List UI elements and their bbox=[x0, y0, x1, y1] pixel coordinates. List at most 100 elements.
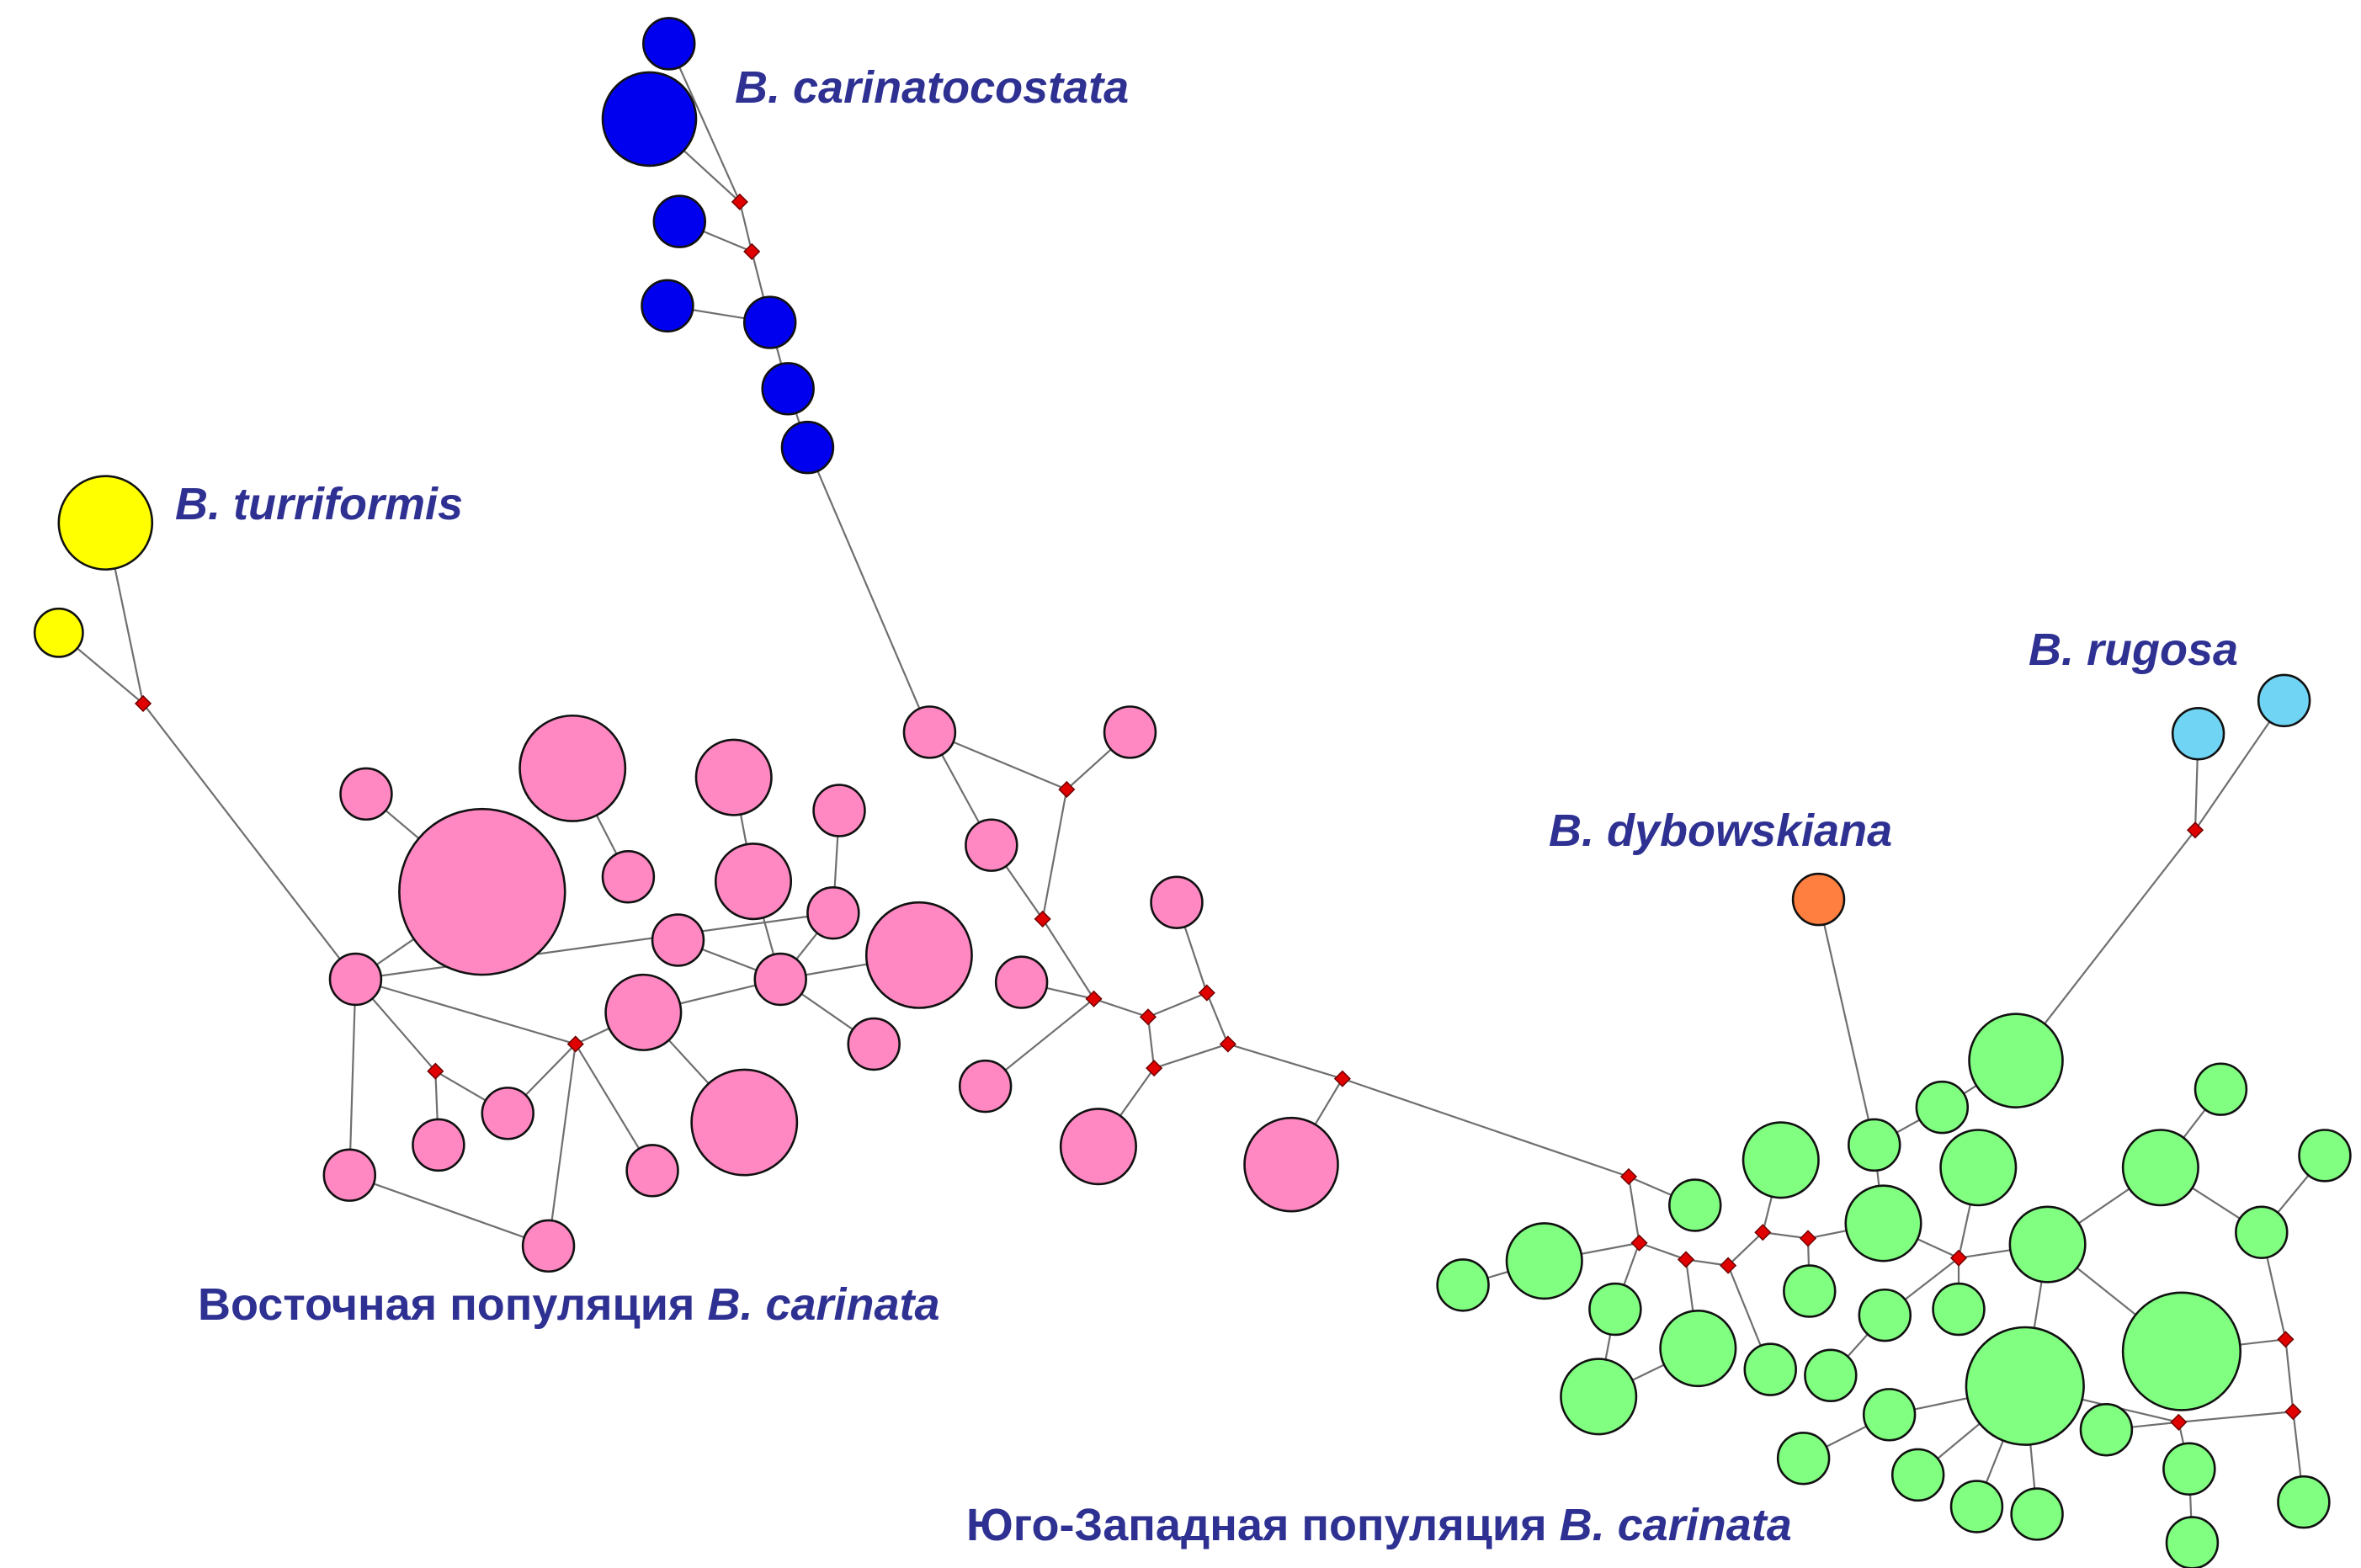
median-vector-node bbox=[1085, 990, 1103, 1007]
haplotype-node-eastern bbox=[481, 1087, 534, 1140]
network-edge bbox=[547, 1044, 577, 1246]
network-edge bbox=[2015, 829, 2196, 1061]
network-edge bbox=[142, 703, 357, 981]
median-vector-node bbox=[2170, 1413, 2188, 1431]
network-edge bbox=[738, 201, 753, 252]
median-vector-node bbox=[1034, 910, 1051, 928]
median-vector-node bbox=[1619, 1167, 1638, 1186]
network-edge bbox=[1227, 1043, 1343, 1080]
haplotype-node-southwestern bbox=[1743, 1342, 1797, 1396]
haplotype-node-eastern bbox=[328, 952, 383, 1007]
label-southwest-population: Юго-Западная популяция B. carinata bbox=[966, 1500, 1792, 1550]
haplotype-node-southwestern bbox=[2121, 1129, 2199, 1207]
haplotype-node-eastern bbox=[806, 886, 860, 940]
network-edge bbox=[1727, 1231, 1764, 1267]
haplotype-node-carinatocostata bbox=[742, 295, 797, 349]
haplotype-node-carinatocostata bbox=[780, 420, 835, 475]
haplotype-node-southwestern bbox=[2162, 1442, 2216, 1496]
median-vector-node bbox=[2277, 1331, 2295, 1348]
haplotype-node-southwestern bbox=[1742, 1121, 1820, 1199]
median-vector-node bbox=[1333, 1070, 1351, 1087]
haplotype-nodes bbox=[33, 17, 2352, 1568]
haplotype-node-eastern bbox=[604, 973, 683, 1051]
haplotype-node-southwestern bbox=[1862, 1388, 1917, 1442]
label-southwest-species: B. carinata bbox=[1560, 1500, 1792, 1550]
haplotype-node-eastern bbox=[1150, 875, 1204, 929]
haplotype-node-rugosa bbox=[2171, 706, 2225, 761]
haplotype-node-eastern bbox=[651, 913, 705, 967]
median-vector-node bbox=[1720, 1257, 1737, 1274]
haplotype-node-southwestern bbox=[1844, 1184, 1922, 1262]
median-vector-node bbox=[1219, 1035, 1236, 1053]
median-vector-node bbox=[1630, 1234, 1648, 1252]
haplotype-node-eastern bbox=[339, 767, 393, 821]
haplotype-node-southwestern bbox=[2010, 1487, 2064, 1541]
haplotype-node-eastern bbox=[1103, 705, 1157, 759]
haplotype-node-southwestern bbox=[2277, 1475, 2331, 1529]
label-eastern-species: B. carinata bbox=[707, 1279, 939, 1330]
haplotype-node-eastern bbox=[965, 818, 1018, 872]
label-carinatocostata: B. carinatocostata bbox=[735, 62, 1129, 113]
median-vector-node bbox=[2284, 1403, 2302, 1421]
haplotype-node-eastern bbox=[753, 952, 807, 1007]
haplotype-node-southwestern bbox=[1560, 1358, 1638, 1436]
haplotype-node-eastern bbox=[412, 1118, 465, 1172]
haplotype-node-eastern bbox=[1243, 1116, 1339, 1213]
network-edge bbox=[1342, 1077, 1630, 1178]
haplotype-node-dybowskiana bbox=[1791, 872, 1846, 927]
haplotype-node-eastern bbox=[690, 1068, 799, 1177]
haplotype-node-southwestern bbox=[2079, 1402, 2134, 1457]
haplotype-node-eastern bbox=[521, 1219, 576, 1273]
haplotype-node-southwestern bbox=[1848, 1118, 1901, 1172]
network-edge bbox=[806, 447, 931, 733]
haplotype-node-southwestern bbox=[1659, 1310, 1737, 1388]
label-eastern-prefix: Восточная популяция bbox=[198, 1279, 707, 1330]
haplotype-node-southwestern bbox=[1804, 1348, 1858, 1402]
median-vector-node bbox=[1799, 1230, 1817, 1247]
haplotype-node-eastern bbox=[847, 1017, 901, 1071]
haplotype-node-southwestern bbox=[2298, 1129, 2352, 1183]
network-edge bbox=[1205, 992, 1229, 1044]
haplotype-node-southwestern bbox=[2121, 1291, 2242, 1411]
network-edge bbox=[1817, 899, 1875, 1145]
network-edge bbox=[1147, 991, 1208, 1018]
network-edge bbox=[1763, 1231, 1809, 1240]
haplotype-node-turriformis bbox=[57, 475, 154, 571]
haplotype-node-southwestern bbox=[1932, 1282, 1986, 1337]
haplotype-node-southwestern bbox=[1776, 1431, 1831, 1486]
median-vector-node bbox=[134, 694, 152, 712]
network-edge bbox=[1639, 1241, 1687, 1261]
network-edge bbox=[1146, 1017, 1156, 1069]
haplotype-node-eastern bbox=[322, 1148, 377, 1202]
haplotype-node-carinatocostata bbox=[641, 279, 694, 333]
haplotype-node-southwestern bbox=[1939, 1129, 2018, 1207]
median-vector-node bbox=[1677, 1251, 1695, 1268]
median-vector-node bbox=[1146, 1060, 1163, 1077]
haplotype-node-southwestern bbox=[1436, 1258, 1490, 1312]
haplotype-node-southwestern bbox=[1968, 1013, 2064, 1108]
network-edge bbox=[1627, 1176, 1640, 1243]
network-edge bbox=[1093, 997, 1149, 1018]
haplotype-node-southwestern bbox=[2008, 1205, 2087, 1284]
network-edge bbox=[2284, 1339, 2295, 1412]
haplotype-node-southwestern bbox=[1505, 1222, 1583, 1300]
haplotype-node-turriformis bbox=[33, 607, 84, 658]
haplotype-node-southwestern bbox=[1890, 1448, 1945, 1502]
label-dybowskiana: B. dybowskiana bbox=[1549, 805, 1892, 856]
network-edge bbox=[355, 978, 577, 1045]
haplotype-node-carinatocostata bbox=[652, 194, 707, 248]
haplotype-node-southwestern bbox=[2193, 1062, 2248, 1116]
median-vector-node bbox=[1949, 1249, 1968, 1267]
haplotype-node-eastern bbox=[994, 955, 1049, 1009]
median-vector-node bbox=[731, 193, 748, 210]
network-edge bbox=[2178, 1411, 2294, 1423]
haplotype-node-southwestern bbox=[1668, 1178, 1722, 1232]
network-edge bbox=[355, 912, 834, 981]
haplotype-node-southwestern bbox=[1965, 1326, 2085, 1446]
median-vector-node bbox=[743, 242, 761, 260]
haplotype-node-eastern bbox=[625, 1144, 679, 1198]
haplotype-node-eastern bbox=[694, 738, 773, 816]
haplotype-node-carinatocostata bbox=[601, 71, 698, 167]
haplotype-node-southwestern bbox=[1949, 1480, 2004, 1533]
